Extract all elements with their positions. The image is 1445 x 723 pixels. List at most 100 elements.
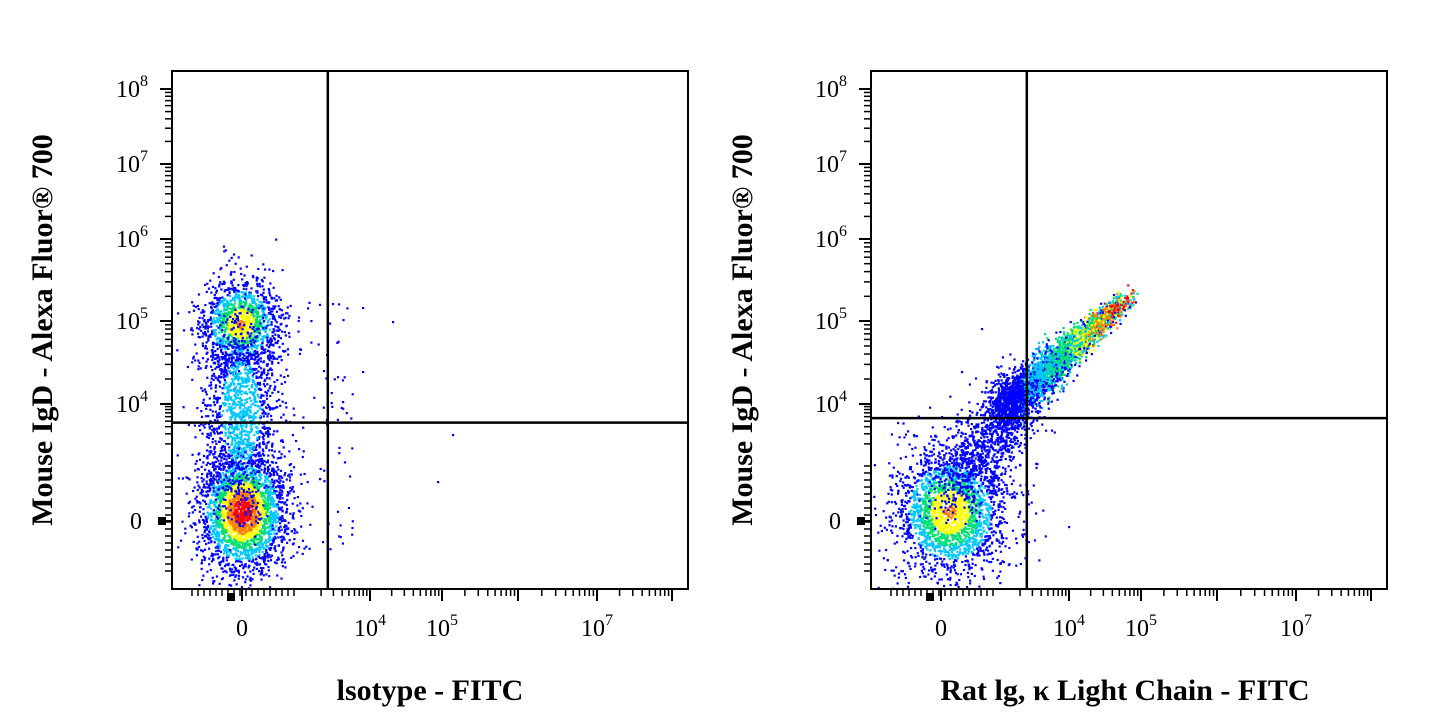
event-dot xyxy=(256,383,259,386)
event-dot xyxy=(258,503,261,506)
event-dot xyxy=(181,520,184,523)
event-dot xyxy=(265,397,269,400)
event-dot xyxy=(285,503,288,507)
event-dot xyxy=(283,531,286,534)
event-dot xyxy=(260,305,263,308)
event-dot xyxy=(295,439,298,443)
event-dot xyxy=(228,259,231,262)
event-dot xyxy=(212,378,215,381)
event-dot xyxy=(253,353,256,356)
event-dot xyxy=(236,329,239,332)
event-dot xyxy=(282,546,285,549)
event-dot xyxy=(251,548,254,551)
event-dot xyxy=(225,556,228,559)
event-dot xyxy=(233,370,236,373)
event-dot xyxy=(275,562,278,565)
event-dot xyxy=(254,455,257,458)
event-dot xyxy=(205,365,208,368)
event-dot xyxy=(228,456,231,459)
event-dot xyxy=(238,312,241,315)
event-dot xyxy=(257,491,260,494)
event-dot xyxy=(209,507,212,510)
event-dot xyxy=(252,295,255,298)
event-dot xyxy=(298,546,301,549)
event-dot xyxy=(205,360,208,363)
event-dot xyxy=(238,437,241,440)
event-dot xyxy=(218,411,221,414)
event-dot xyxy=(258,550,261,553)
event-dot xyxy=(231,424,234,428)
event-dot xyxy=(260,347,264,351)
event-dot xyxy=(256,531,259,534)
event-dot xyxy=(237,400,240,403)
event-dot xyxy=(291,516,294,519)
event-dot xyxy=(270,296,273,299)
event-dot xyxy=(242,329,245,332)
event-dot xyxy=(236,509,239,512)
event-dot xyxy=(249,576,252,579)
event-dot xyxy=(253,388,256,391)
event-dot xyxy=(215,427,218,430)
event-dot xyxy=(247,566,250,569)
event-dot xyxy=(278,316,281,319)
event-dot xyxy=(262,400,265,403)
event-dot xyxy=(269,494,272,497)
event-dot xyxy=(194,469,197,472)
event-dot xyxy=(218,320,221,324)
event-dot xyxy=(239,502,242,505)
event-dot xyxy=(219,464,222,467)
event-dot xyxy=(256,563,259,566)
event-dot xyxy=(250,551,253,554)
event-dot xyxy=(284,501,287,504)
event-dot xyxy=(265,325,268,328)
event-dot xyxy=(276,517,279,520)
event-dot xyxy=(252,569,255,572)
event-dot xyxy=(242,353,245,356)
event-dot xyxy=(235,583,238,586)
event-dot xyxy=(177,312,180,315)
event-dot xyxy=(226,443,229,446)
event-dot xyxy=(246,575,249,578)
event-dot xyxy=(285,524,288,527)
event-dot xyxy=(271,527,274,530)
event-dot xyxy=(277,390,280,393)
event-dot xyxy=(294,529,297,532)
event-dot xyxy=(253,566,256,569)
event-dot xyxy=(258,545,262,548)
event-dot xyxy=(262,567,265,570)
event-dot xyxy=(249,539,252,542)
event-dot xyxy=(235,520,238,523)
event-dot xyxy=(237,574,241,577)
event-dot xyxy=(243,337,246,340)
event-dot xyxy=(234,395,237,398)
event-dot xyxy=(208,538,211,541)
event-dot xyxy=(278,497,281,500)
event-dot xyxy=(296,504,299,507)
event-dot xyxy=(222,464,225,468)
event-dot xyxy=(251,340,254,343)
event-dot xyxy=(240,452,244,455)
event-dot xyxy=(273,329,276,332)
event-dot xyxy=(196,326,199,330)
event-dot xyxy=(231,526,234,529)
event-dot xyxy=(206,320,209,323)
event-dot xyxy=(206,457,209,460)
event-dot xyxy=(287,332,291,335)
event-dot xyxy=(243,315,246,318)
event-dot xyxy=(271,362,274,365)
event-dot xyxy=(263,479,267,482)
event-dot xyxy=(217,326,220,329)
event-dot xyxy=(229,343,232,347)
event-dot xyxy=(261,307,264,310)
event-dot xyxy=(203,333,206,336)
event-dot xyxy=(250,338,253,341)
event-dot xyxy=(268,291,271,295)
event-dot xyxy=(262,434,266,437)
event-dot xyxy=(201,335,204,338)
event-dot xyxy=(184,532,187,535)
event-dot xyxy=(300,525,303,528)
event-dot xyxy=(253,350,256,353)
event-dot xyxy=(256,409,259,413)
event-dot xyxy=(248,410,251,413)
